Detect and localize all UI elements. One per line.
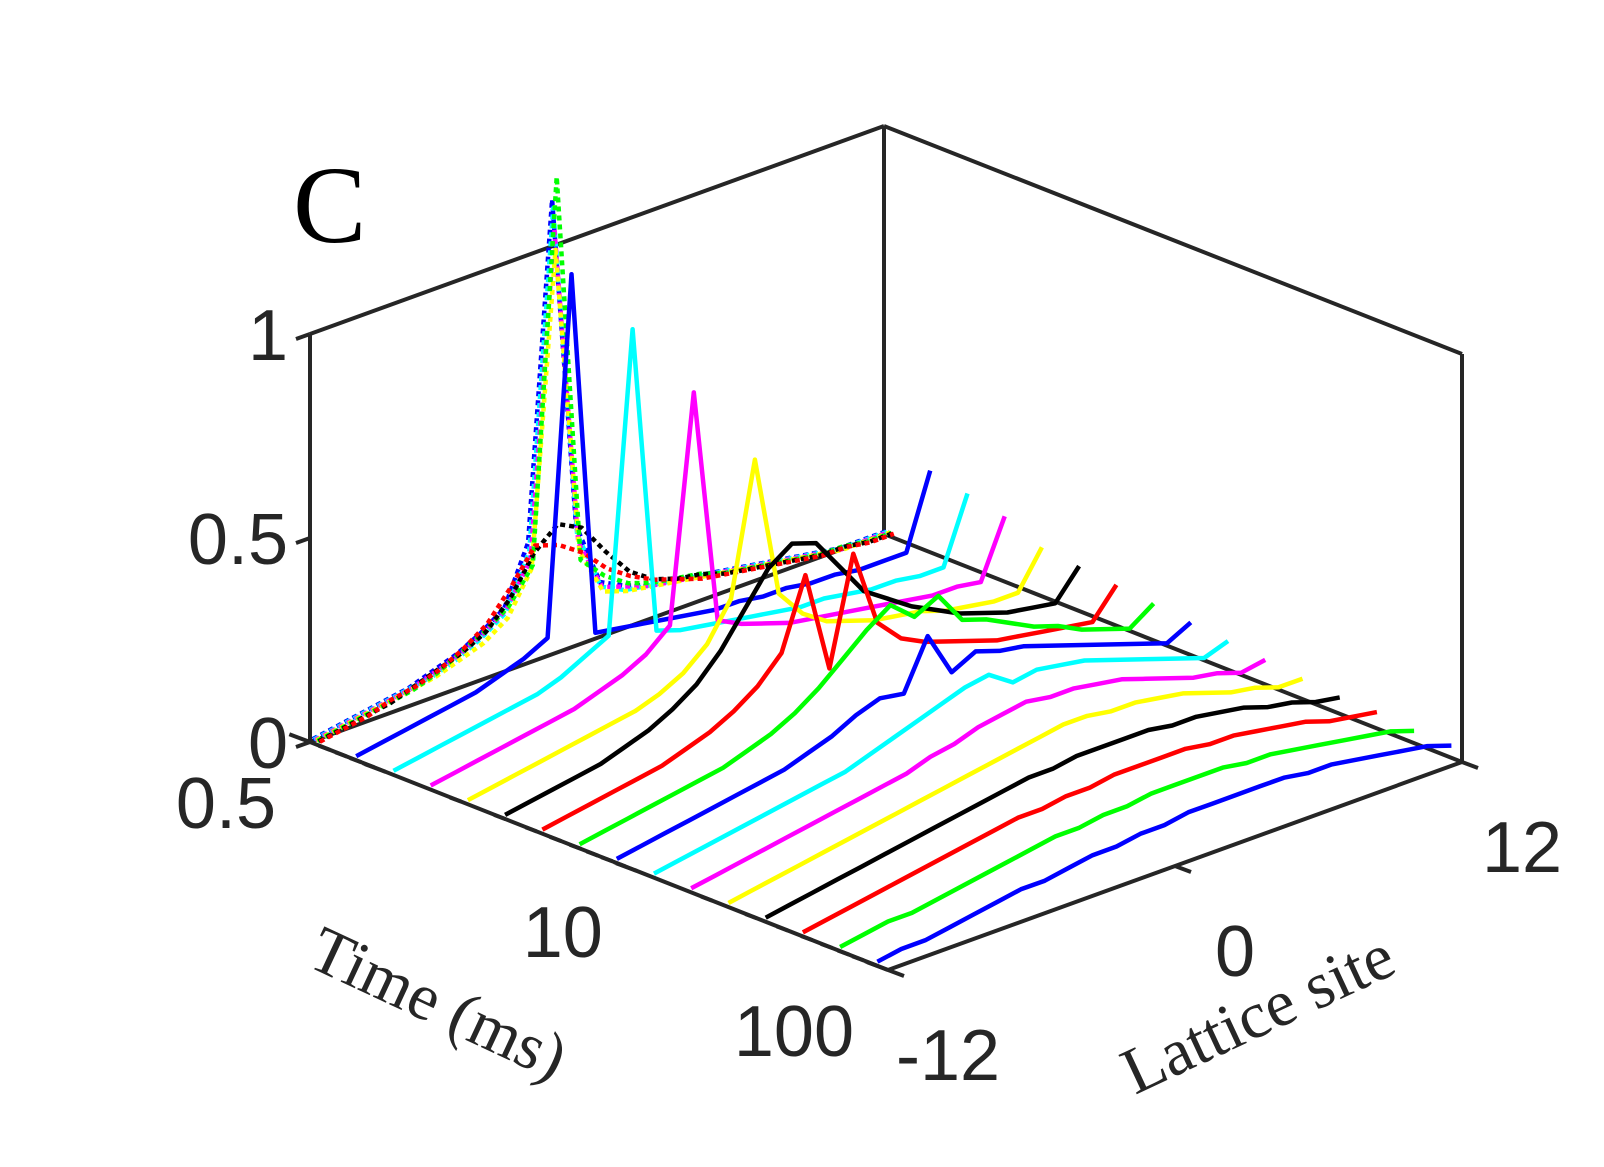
right-floor-edge [883, 532, 1463, 764]
axes-box-back [295, 124, 1464, 764]
y-tick [744, 912, 758, 921]
series-layer [311, 174, 1452, 964]
y-tick [288, 732, 311, 744]
x-tick-2 [1461, 760, 1479, 770]
right-top-edge [883, 124, 1463, 356]
solid-series-7 [615, 620, 1193, 861]
y-tick-label-100: 100 [734, 992, 854, 1072]
solid-series-11 [764, 695, 1341, 920]
z-tick-1 [295, 536, 311, 545]
z-tick-label-1: 1 [248, 296, 288, 376]
dotted-series-4 [316, 174, 893, 743]
y-tick [524, 825, 538, 834]
solid-series-1 [392, 326, 970, 773]
solid-series-6 [578, 593, 1156, 847]
solid-series-8 [652, 639, 1230, 876]
back-floor-edge [309, 532, 885, 744]
y-tick [449, 795, 462, 804]
x-tick-label--12: -12 [896, 1016, 1000, 1096]
y-tick [866, 960, 889, 972]
y-tick [334, 750, 348, 759]
y-axis-line [309, 740, 889, 972]
y-tick [851, 954, 865, 963]
axes-front [288, 732, 1479, 978]
y-tick [615, 861, 638, 873]
x-tick-0 [887, 968, 905, 978]
y-tick [349, 756, 362, 765]
dotted-series-1 [312, 205, 889, 742]
y-tick-label-10: 10 [523, 893, 603, 973]
z-tick-label-0.5: 0.5 [188, 500, 288, 580]
dotted-series-6 [318, 531, 895, 744]
back-top-edge [309, 124, 885, 336]
y-tick [585, 849, 599, 858]
y-tick [800, 934, 814, 943]
x-axis-title: Lattice site [1110, 919, 1405, 1108]
solid-series-10 [727, 676, 1304, 905]
solid-series-14 [876, 743, 1452, 964]
z-tick-label-0: 0 [248, 704, 288, 784]
x-tick-label-12: 12 [1482, 808, 1562, 888]
y-tick [493, 813, 507, 821]
solid-series-5 [541, 551, 1119, 832]
dotted-series-0 [311, 197, 888, 742]
y-tick [317, 743, 331, 752]
y-tick [549, 835, 562, 843]
dotted-series-2 [314, 226, 890, 742]
panel-label: C [293, 144, 366, 266]
y-tick [700, 894, 714, 903]
dotted-series-3 [315, 247, 892, 743]
y-tick [820, 941, 833, 950]
y-tick [837, 948, 850, 957]
x-tick-1 [1174, 864, 1192, 874]
y-tick [364, 762, 387, 774]
y-tick [569, 842, 582, 851]
x-tick-label-0: 0 [1215, 912, 1255, 992]
solid-series-4 [504, 540, 1081, 817]
y-tick [776, 924, 789, 933]
y-tick-label-0.5: 0.5 [176, 764, 276, 844]
z-tick-2 [295, 332, 311, 341]
solid-series-13 [839, 728, 1415, 949]
solid-series-0 [355, 271, 933, 759]
solid-series-12 [801, 709, 1378, 935]
solid-series-9 [690, 657, 1267, 891]
y-tick [600, 855, 614, 864]
